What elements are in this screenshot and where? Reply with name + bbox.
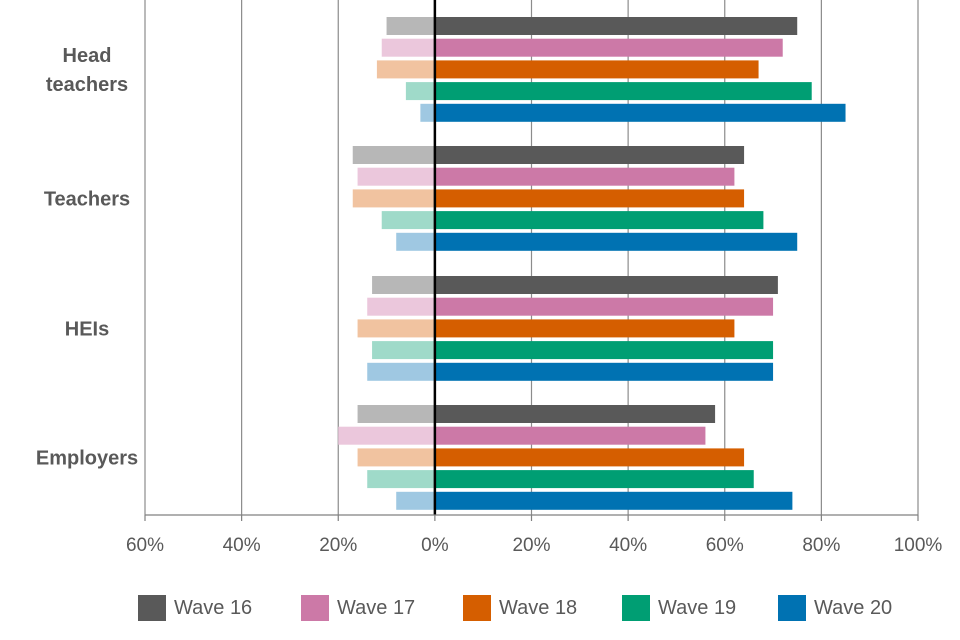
category-label: Employers bbox=[36, 447, 138, 469]
bar-negative bbox=[396, 232, 435, 251]
bar-positive bbox=[434, 341, 774, 360]
bar-negative bbox=[420, 103, 435, 122]
category-label: Teachers bbox=[44, 188, 130, 210]
bar-negative bbox=[372, 341, 435, 360]
bar-negative bbox=[352, 146, 435, 164]
bar-negative bbox=[352, 189, 435, 208]
legend-swatch bbox=[622, 595, 650, 621]
bar-negative bbox=[396, 491, 435, 510]
legend-swatch bbox=[301, 595, 329, 621]
legend-swatch bbox=[138, 595, 166, 621]
category-label: HEIs bbox=[65, 318, 109, 340]
x-axis-ticks: 60% 40% 20% 0% 20% 40% 60% 80% 100% bbox=[126, 515, 942, 556]
bar-negative bbox=[367, 297, 435, 316]
bar-positive bbox=[434, 167, 735, 186]
bar-negative bbox=[357, 319, 435, 338]
bar-negative bbox=[357, 167, 435, 186]
legend: Wave 16 Wave 17 Wave 18 Wave 19 Wave 20 bbox=[0, 590, 960, 626]
legend-item: Wave 17 bbox=[301, 590, 415, 626]
bar-positive bbox=[434, 82, 812, 101]
legend-swatch bbox=[778, 595, 806, 621]
diverging-bar-chart: 60% 40% 20% 0% 20% 40% 60% 80% 100% Head teachers… bbox=[36, 0, 942, 556]
bar-negative bbox=[381, 38, 435, 57]
bar-negative bbox=[367, 362, 435, 381]
bar-positive bbox=[434, 297, 774, 316]
bar-positive bbox=[434, 211, 764, 230]
bar-positive bbox=[434, 60, 759, 79]
bar-positive bbox=[434, 448, 745, 467]
bar-positive bbox=[434, 189, 745, 208]
bar-negative bbox=[338, 426, 435, 445]
legend-swatch bbox=[463, 595, 491, 621]
bar-positive bbox=[434, 276, 778, 294]
legend-item: Wave 19 bbox=[622, 590, 736, 626]
bar-positive bbox=[434, 17, 798, 35]
bar-positive bbox=[434, 103, 846, 122]
legend-label: Wave 17 bbox=[337, 596, 416, 619]
bar-negative bbox=[381, 211, 435, 230]
bar-positive bbox=[434, 491, 793, 510]
bar-positive bbox=[434, 362, 774, 381]
bar-positive bbox=[434, 319, 735, 338]
x-tick-label: 0% bbox=[421, 535, 449, 556]
legend-label: Wave 19 bbox=[658, 596, 737, 619]
bar-negative bbox=[372, 276, 435, 294]
legend-item: Wave 16 bbox=[138, 590, 252, 626]
bar-positive bbox=[434, 146, 745, 164]
x-tick-label: 80% bbox=[802, 535, 840, 556]
bar-positive bbox=[434, 426, 706, 445]
bar-positive bbox=[434, 405, 716, 423]
x-tick-label: 40% bbox=[609, 535, 647, 556]
bars bbox=[338, 17, 846, 510]
bar-negative bbox=[405, 82, 435, 101]
bar-positive bbox=[434, 38, 783, 57]
legend-label: Wave 16 bbox=[174, 596, 253, 619]
bar-negative bbox=[357, 405, 435, 423]
x-tick-label: 20% bbox=[319, 535, 357, 556]
legend-label: Wave 18 bbox=[499, 596, 578, 619]
category-labels: Head teachers Teachers HEIs Employers bbox=[36, 45, 138, 469]
x-tick-label: 100% bbox=[894, 535, 943, 556]
legend-item: Wave 20 bbox=[778, 590, 892, 626]
x-tick-label: 20% bbox=[512, 535, 550, 556]
x-tick-label: 60% bbox=[126, 535, 164, 556]
bar-negative bbox=[376, 60, 435, 79]
legend-item: Wave 18 bbox=[463, 590, 577, 626]
x-tick-label: 40% bbox=[223, 535, 261, 556]
legend-label: Wave 20 bbox=[814, 596, 893, 619]
bar-positive bbox=[434, 470, 754, 489]
category-label: Head teachers bbox=[46, 45, 128, 96]
bar-negative bbox=[386, 17, 435, 35]
x-tick-label: 60% bbox=[706, 535, 744, 556]
bar-negative bbox=[367, 470, 435, 489]
bar-positive bbox=[434, 232, 798, 251]
bar-negative bbox=[357, 448, 435, 467]
